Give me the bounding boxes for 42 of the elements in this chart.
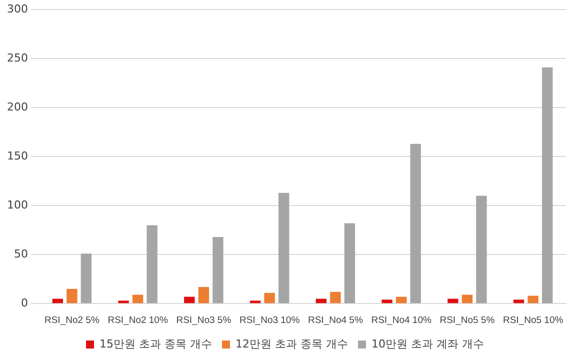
- bar: [80, 254, 92, 304]
- bar: [198, 286, 210, 304]
- bar: [396, 296, 407, 304]
- bar: [212, 236, 224, 304]
- x-tick-label: RSI_No4 10%: [371, 314, 432, 326]
- bar: [66, 288, 78, 304]
- y-tick-label: 300: [6, 2, 28, 16]
- bar: [382, 300, 392, 304]
- bar: [250, 300, 261, 304]
- x-tick-label: RSI_No3 5%: [176, 314, 232, 326]
- x-tick-label: RSI_No2 5%: [44, 314, 100, 326]
- legend-label: 15만원 초과 종목 개수: [100, 337, 212, 350]
- bar: [448, 298, 458, 304]
- bar: [476, 196, 487, 304]
- bar: [316, 298, 327, 304]
- bar: [132, 294, 144, 304]
- bar: [330, 292, 341, 304]
- y-tick-label: 200: [6, 100, 28, 114]
- bar: [278, 192, 290, 304]
- bar: [410, 144, 421, 304]
- bar: [528, 296, 538, 304]
- bar: [264, 292, 275, 304]
- legend-label: 10만원 초과 계좌 개수: [371, 337, 484, 350]
- x-tick-label: RSI_No5 10%: [502, 314, 564, 326]
- x-tick-label: RSI_No3 10%: [239, 314, 300, 326]
- y-tick-label: 0: [20, 296, 28, 310]
- y-tick-label: 150: [6, 149, 28, 162]
- bar: [462, 294, 473, 304]
- bar: [513, 300, 524, 304]
- x-tick-label: RSI_No2 10%: [108, 314, 168, 326]
- y-tick-label: 50: [14, 247, 28, 260]
- bar: [542, 67, 553, 304]
- y-tick-label: 100: [6, 198, 28, 212]
- legend-label: 12만원 초과 종목 개수: [236, 337, 348, 350]
- x-tick-label: RSI_No4 5%: [308, 314, 364, 326]
- bar: [184, 296, 195, 304]
- x-tick-label: RSI_No5 5%: [440, 314, 496, 326]
- bar: [52, 298, 64, 304]
- bar: [344, 223, 356, 304]
- y-tick-label: 250: [6, 51, 28, 64]
- bar: [118, 300, 129, 304]
- bar: [146, 225, 158, 304]
